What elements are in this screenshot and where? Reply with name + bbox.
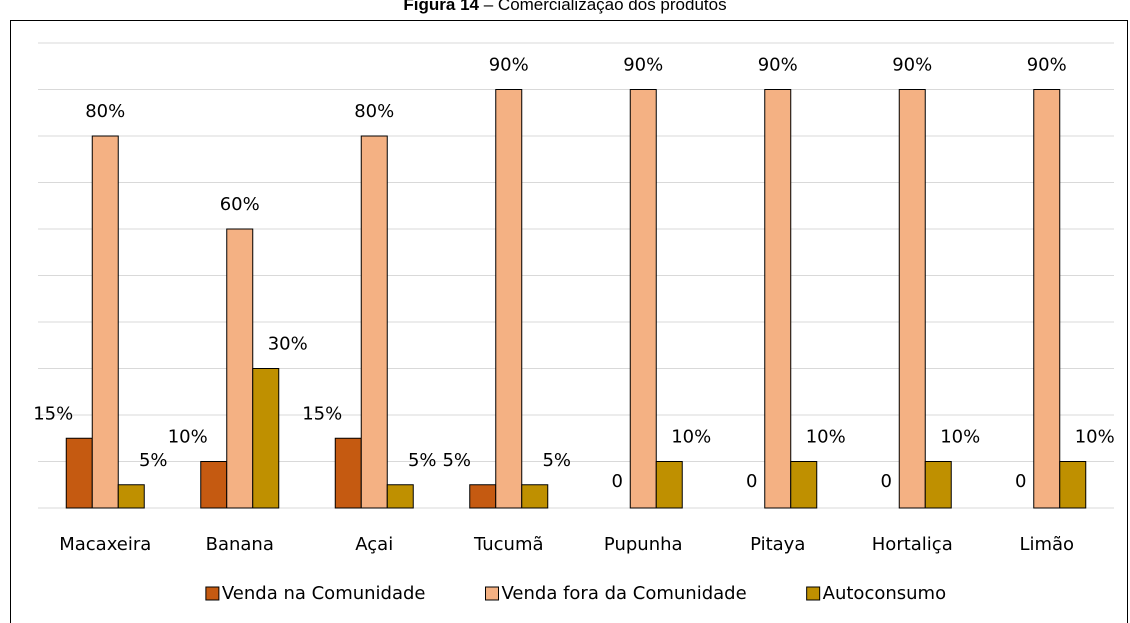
legend-label: Venda fora da Comunidade xyxy=(502,583,747,604)
bar xyxy=(1059,461,1087,509)
data-label: 60% xyxy=(220,194,260,215)
data-label: 90% xyxy=(892,55,932,76)
data-label: 90% xyxy=(623,55,663,76)
legend-swatch xyxy=(806,586,821,601)
legend-swatch xyxy=(205,586,220,601)
bar xyxy=(924,461,952,509)
data-label: 10% xyxy=(806,427,846,448)
data-label: 0 xyxy=(746,471,757,492)
data-label: 5% xyxy=(542,450,571,471)
title-label: Figura 14 xyxy=(403,0,479,14)
x-tick-label: Banana xyxy=(206,534,274,555)
bar xyxy=(898,89,926,509)
bar xyxy=(469,484,497,509)
bar xyxy=(334,437,362,509)
bar xyxy=(655,461,683,509)
bar xyxy=(117,484,145,509)
legend-swatch xyxy=(485,586,500,601)
chart-frame xyxy=(10,20,1128,623)
data-label: 5% xyxy=(408,450,437,471)
data-label: 5% xyxy=(442,450,471,471)
bar xyxy=(629,89,657,509)
data-label: 80% xyxy=(354,101,394,122)
data-label: 10% xyxy=(671,427,711,448)
x-tick-label: Macaxeira xyxy=(59,534,151,555)
bar xyxy=(91,135,119,509)
data-label: 10% xyxy=(168,427,208,448)
data-label: 15% xyxy=(302,403,342,424)
x-tick-label: Açai xyxy=(355,534,393,555)
data-label: 90% xyxy=(1027,55,1067,76)
data-label: 10% xyxy=(1075,427,1115,448)
legend-label: Autoconsumo xyxy=(823,583,946,604)
data-label: 0 xyxy=(1015,471,1026,492)
data-label: 0 xyxy=(881,471,892,492)
bar xyxy=(252,368,280,509)
bar xyxy=(1033,89,1061,509)
title-text: – Comercialização dos produtos xyxy=(484,0,727,14)
bar xyxy=(521,484,549,509)
data-label: 5% xyxy=(139,450,168,471)
bar xyxy=(360,135,388,509)
data-label: 30% xyxy=(268,334,308,355)
legend-label: Venda na Comunidade xyxy=(222,583,426,604)
x-tick-label: Pitaya xyxy=(750,534,805,555)
data-label: 90% xyxy=(758,55,798,76)
bar xyxy=(790,461,818,509)
bar xyxy=(495,89,523,509)
data-label: 90% xyxy=(489,55,529,76)
bar xyxy=(65,437,93,509)
x-tick-label: Hortaliça xyxy=(872,534,953,555)
data-label: 10% xyxy=(940,427,980,448)
data-label: 15% xyxy=(33,403,73,424)
data-label: 0 xyxy=(612,471,623,492)
bar xyxy=(386,484,414,509)
bar xyxy=(200,461,228,509)
chart-title: Figura 14 – Comercialização dos produtos xyxy=(403,0,726,14)
x-tick-label: Pupunha xyxy=(604,534,683,555)
x-tick-label: Limão xyxy=(1019,534,1074,555)
data-label: 80% xyxy=(85,101,125,122)
bar xyxy=(226,228,254,509)
bar xyxy=(764,89,792,509)
x-tick-label: Tucumã xyxy=(473,534,544,555)
